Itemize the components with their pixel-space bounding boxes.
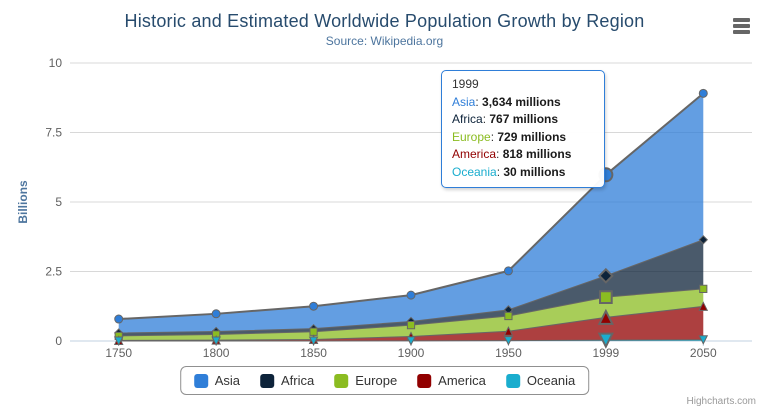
tooltip-separator: : [490,129,498,144]
x-axis-label: 1900 [398,346,425,360]
legend-item-africa[interactable]: Africa [260,373,314,388]
x-axis-label: 1800 [203,346,230,360]
tooltip-series-name: Europe [452,129,491,144]
legend-swatch-oceania [505,373,520,388]
legend-item-asia[interactable]: Asia [193,373,241,388]
export-menu-hamburger-icon[interactable] [727,14,755,38]
area-america[interactable] [118,306,704,341]
hamburger-bar [732,24,750,28]
hamburger-bar [732,30,750,34]
tooltip-value: 818 millions [502,147,572,161]
marker-oceania-1950[interactable] [503,336,514,346]
x-axis-label: 1999 [593,346,620,360]
tooltip-separator: : [475,94,483,109]
marker-america-1950[interactable] [503,326,514,336]
tooltip-value: 729 millions [497,129,567,144]
y-axis-label: 0 [55,334,62,348]
marker-oceania-2050[interactable] [698,335,709,345]
y-axis-label: 10 [49,56,63,70]
legend-label: Africa [281,373,315,388]
y-axis-label: 5 [55,195,62,209]
marker-europe-1850[interactable] [309,327,318,336]
credits-link[interactable]: Highcharts.com [686,396,756,407]
x-axis-label: 1750 [105,346,132,360]
marker-africa-2050[interactable] [698,235,708,245]
marker-europe-1900[interactable] [406,321,416,330]
tooltip-row: Oceania: 30 millions [452,164,594,182]
marker-europe-2050[interactable] [699,284,708,293]
marker-asia-1750[interactable] [114,314,124,324]
chart-title: Historic and Estimated Worldwide Populat… [124,11,645,31]
legend-item-oceania[interactable]: Oceania [505,373,576,388]
y-axis-label: 2.5 [45,265,62,279]
marker-oceania-1900[interactable] [406,336,416,346]
tooltip-separator: : [482,112,490,126]
tooltip-row: Europe: 729 millions [452,129,594,147]
tooltip-separator: : [496,147,503,161]
area-asia[interactable] [118,93,704,333]
marker-europe-1950[interactable] [504,311,513,321]
tooltip-series-name: Asia [452,94,476,109]
tooltip-value: 30 millions [503,164,566,179]
legend-swatch-asia [193,373,208,388]
tooltip-row: Asia: 3,634 millions [452,94,594,112]
hamburger-bar [732,18,750,22]
area-africa[interactable] [118,239,704,336]
x-axis-label: 1850 [300,346,327,360]
legend-label: Asia [214,373,241,388]
tooltip-series-name: America [452,147,497,161]
tooltip-series-name: Oceania [452,164,497,179]
tooltip-separator: : [496,164,504,179]
tooltip-row: America: 818 millions [452,146,594,164]
legend-swatch-america [417,373,432,388]
legend-swatch-europe [334,373,349,388]
marker-oceania-1750[interactable] [113,336,124,347]
tooltip-value: 767 millions [489,112,559,126]
marker-oceania-1800[interactable] [211,336,221,347]
y-axis-title: Billions [16,180,30,224]
legend-item-america[interactable]: America [417,373,486,388]
tooltip-row: Africa: 767 millions [452,111,594,129]
tooltip: 1999 Asia: 3,634 millions Africa: 767 mi… [441,70,605,188]
marker-asia-1950[interactable] [503,266,513,276]
y-axis-label: 7.5 [45,126,62,140]
marker-oceania-1999[interactable] [597,332,614,349]
marker-america-2050[interactable] [698,301,709,311]
marker-america-1999[interactable] [597,308,614,325]
marker-europe-1999[interactable] [599,290,613,305]
tooltip-value: 3,634 millions [482,94,561,109]
legend-label: America [438,373,486,388]
legend-swatch-africa [260,373,275,388]
tooltip-series-name: Africa [452,112,483,126]
x-axis-label: 1950 [495,346,522,360]
marker-asia-1850[interactable] [309,301,319,311]
marker-oceania-1850[interactable] [308,336,319,347]
marker-asia-1800[interactable] [211,309,221,319]
chart-subtitle: Source: Wikipedia.org [325,34,444,48]
marker-asia-1900[interactable] [406,290,416,300]
legend-item-europe[interactable]: Europe [334,373,397,388]
tooltip-header: 1999 [452,77,479,91]
marker-asia-2050[interactable] [698,88,708,98]
marker-africa-1999[interactable] [597,267,614,284]
x-axis-label: 2050 [690,346,717,360]
legend-label: Oceania [526,373,576,388]
legend-label: Europe [355,373,398,388]
legend: Asia Africa Europe America Oceania [179,366,590,395]
